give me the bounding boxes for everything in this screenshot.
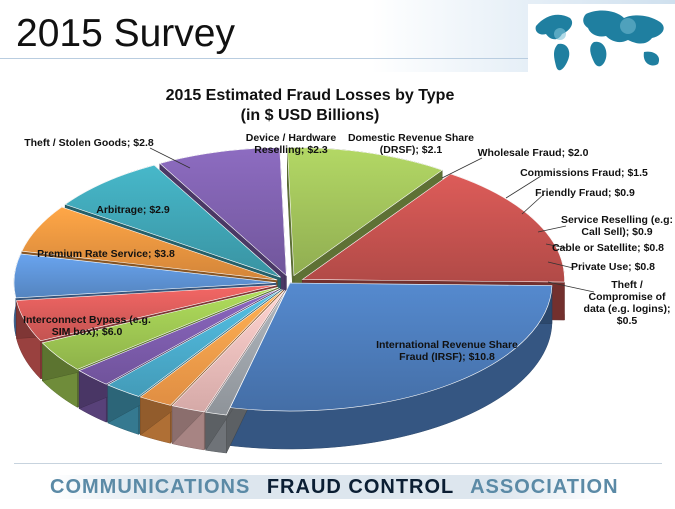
slice-label: International Revenue Share Fraud (IRSF);… (376, 339, 518, 363)
pie-slice-top (21, 206, 278, 281)
leader-line (521, 193, 545, 215)
pie-slice-top (78, 288, 281, 385)
pie-slice-top (301, 173, 565, 283)
chart-subtitle: (in $ USD Billions) (240, 107, 380, 124)
world-map-icon (528, 4, 675, 82)
pie-slice-top (229, 282, 553, 412)
pie-slice-top (41, 286, 279, 370)
pie-slice-top (107, 288, 282, 397)
pie-slice-top (171, 289, 286, 413)
slice-label: Cable or Satellite; $0.8 (552, 242, 664, 254)
leader-line (545, 243, 567, 249)
chart-title: 2015 Estimated Fraud Losses by Type (in … (130, 86, 490, 126)
slice-label: Device / Hardware Reselling; $2.3 (246, 132, 337, 156)
pie-slice-top (64, 164, 281, 278)
slice-label: Arbitrage; $2.9 (96, 204, 170, 216)
page-title: 2015 Survey (16, 12, 235, 55)
slice-label: Theft / Compromise of data (e.g. logins); $… (584, 279, 671, 327)
slice-label: Private Use; $0.8 (571, 261, 655, 273)
pie-slice-top (159, 147, 287, 277)
footer-logo: COMMUNICATIONS FRAUD CONTROL ASSOCIATION (50, 475, 618, 499)
slice-label: Domestic Revenue Share (DRSF); $2.1 (348, 132, 474, 156)
header-rule (0, 58, 530, 59)
slice-label: Service Reselling (e.g: Call Sell); $0.9 (561, 214, 673, 238)
slice-label: Premium Rate Service; $3.8 (37, 248, 175, 260)
pie-slice-top (139, 289, 284, 406)
leader-line (505, 175, 542, 199)
pie-slice-top (16, 284, 277, 342)
leader-line (537, 225, 567, 233)
slice-label: Commissions Fraud; $1.5 (520, 167, 648, 179)
slice-label: Wholesale Fraud; $2.0 (478, 147, 589, 159)
leader-line (547, 261, 574, 269)
pie-chart: International Revenue Share Fraud (IRSF);… (13, 132, 673, 454)
slice-label: Theft / Stolen Goods; $2.8 (24, 137, 154, 149)
leader-line (149, 147, 191, 169)
slice-label: Interconnect Bypass (e.g. SIM box); $6.0 (23, 314, 151, 338)
leader-line (547, 281, 595, 293)
pie-slice-top (205, 290, 287, 416)
pie-top-layer (13, 147, 565, 416)
footer-rule (14, 463, 662, 464)
footer-text-communications: COMMUNICATIONS (50, 476, 251, 498)
pie-slice-top (287, 147, 443, 277)
pie-slice-top (13, 253, 277, 299)
leader-line (441, 157, 483, 179)
slice-label: Friendly Fraud; $0.9 (535, 187, 635, 199)
chart-title-line1: 2015 Estimated Fraud Losses by Type (165, 87, 455, 104)
footer-text-association: ASSOCIATION (470, 476, 619, 498)
footer-text-fraud-control: FRAUD CONTROL (266, 476, 455, 498)
